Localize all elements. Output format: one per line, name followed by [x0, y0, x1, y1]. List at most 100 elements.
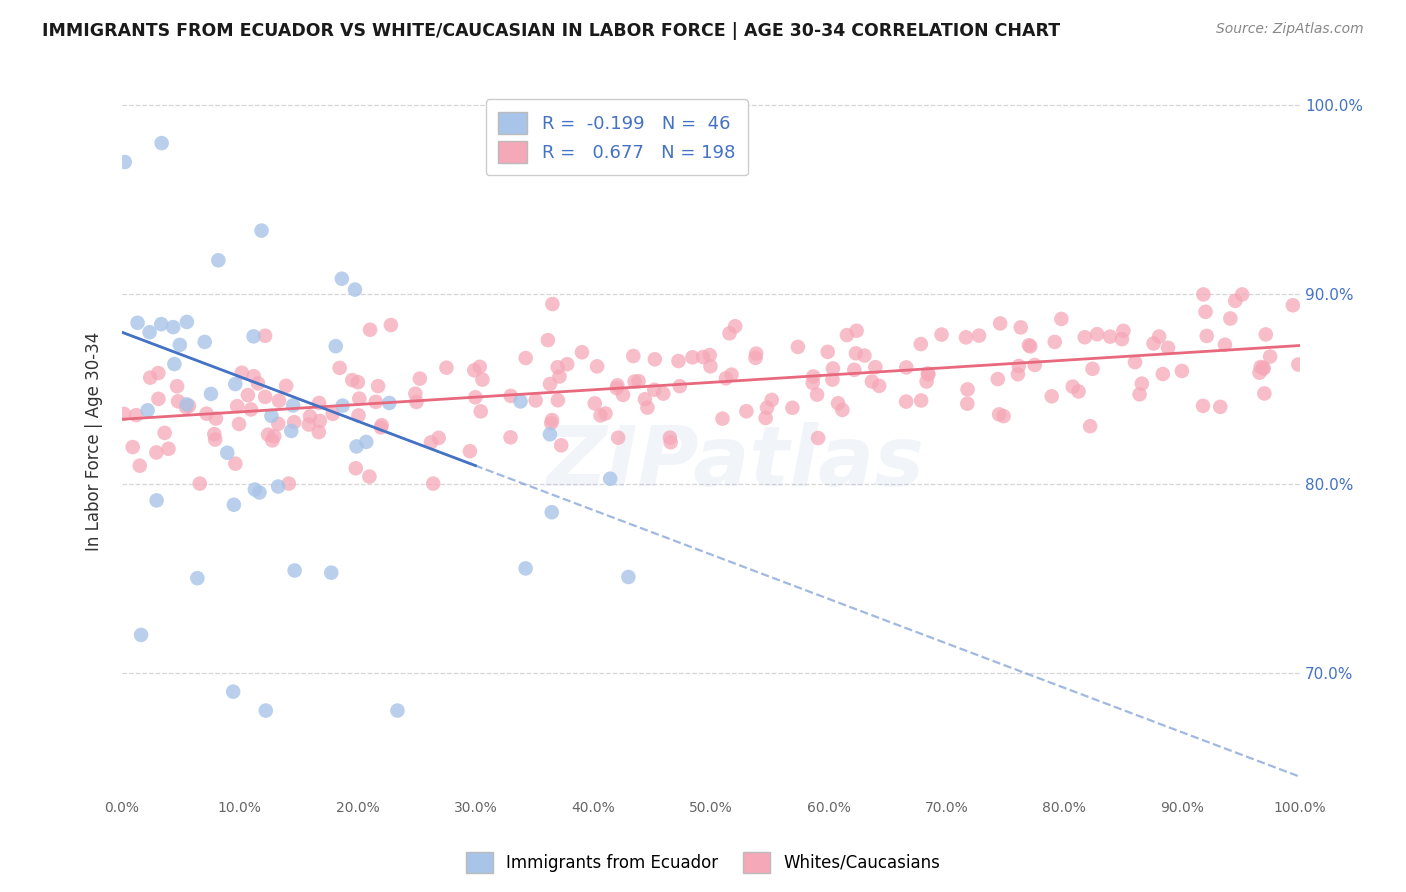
Point [761, 392, 783, 407]
Point [917, 367, 939, 381]
Point [174, 401, 197, 415]
Point [745, 346, 768, 360]
Point [349, 392, 371, 406]
Point [599, 472, 621, 486]
Point [782, 401, 804, 415]
Point [806, 387, 828, 401]
Point [281, 398, 304, 412]
Point [988, 408, 1011, 422]
Point [370, 420, 392, 434]
Point [910, 393, 932, 408]
Point [246, 376, 269, 391]
Point [257, 427, 280, 442]
Text: ZIPatlas: ZIPatlas [546, 422, 924, 503]
Point [868, 379, 890, 393]
Point [263, 429, 285, 443]
Point [595, 407, 617, 421]
Point [359, 469, 381, 483]
Point [188, 476, 211, 491]
Point [325, 339, 347, 353]
Point [157, 442, 180, 456]
Point [1129, 387, 1152, 401]
Point [128, 458, 150, 473]
Point [644, 352, 666, 367]
Point [112, 407, 135, 421]
Point [835, 328, 858, 343]
Point [427, 431, 450, 445]
Point [308, 396, 330, 410]
Point [370, 418, 392, 433]
Point [711, 411, 734, 425]
Point [555, 357, 578, 371]
Point [896, 360, 918, 375]
Point [267, 479, 290, 493]
Point [643, 383, 665, 397]
Point [207, 253, 229, 268]
Point [125, 408, 148, 422]
Point [1286, 358, 1309, 372]
Point [1253, 386, 1275, 401]
Point [200, 387, 222, 401]
Point [583, 396, 606, 410]
Point [1050, 312, 1073, 326]
Point [260, 409, 283, 423]
Point [148, 366, 170, 380]
Point [166, 379, 188, 393]
Point [617, 570, 640, 584]
Point [827, 396, 849, 410]
Point [359, 323, 381, 337]
Point [821, 361, 844, 376]
Point [145, 445, 167, 459]
Point [322, 407, 344, 421]
Point [724, 319, 747, 334]
Point [284, 564, 307, 578]
Point [509, 394, 531, 409]
Point [607, 431, 630, 445]
Point [177, 399, 200, 413]
Point [250, 224, 273, 238]
Point [955, 330, 977, 344]
Point [915, 375, 938, 389]
Point [254, 328, 277, 343]
Point [956, 383, 979, 397]
Point [1152, 367, 1174, 381]
Point [222, 498, 245, 512]
Point [176, 315, 198, 329]
Point [623, 375, 645, 389]
Point [1062, 379, 1084, 393]
Point [1067, 384, 1090, 399]
Point [1099, 329, 1122, 343]
Point [138, 325, 160, 339]
Point [422, 476, 444, 491]
Point [242, 369, 264, 384]
Point [735, 404, 758, 418]
Point [1040, 389, 1063, 403]
Point [865, 360, 887, 375]
Point [204, 433, 226, 447]
Point [129, 628, 152, 642]
Point [217, 446, 239, 460]
Point [714, 371, 737, 385]
Point [894, 394, 917, 409]
Point [606, 381, 628, 395]
Point [139, 370, 162, 384]
Point [1007, 368, 1029, 382]
Point [524, 393, 547, 408]
Point [242, 329, 264, 343]
Point [162, 320, 184, 334]
Point [329, 360, 352, 375]
Point [280, 424, 302, 438]
Point [589, 409, 612, 423]
Point [148, 392, 170, 406]
Point [277, 476, 299, 491]
Point [354, 434, 377, 449]
Point [538, 377, 561, 392]
Point [1192, 399, 1215, 413]
Point [202, 427, 225, 442]
Point [458, 444, 481, 458]
Point [515, 561, 537, 575]
Point [150, 136, 173, 150]
Point [205, 411, 228, 425]
Point [231, 366, 253, 380]
Point [364, 394, 387, 409]
